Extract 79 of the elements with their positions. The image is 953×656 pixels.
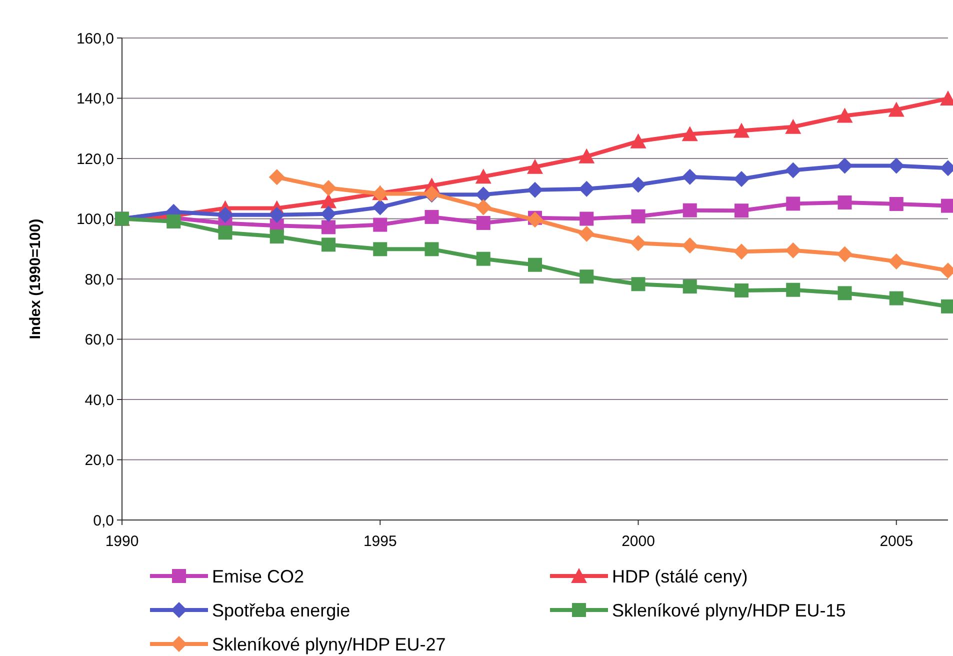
point [578,180,595,197]
point [682,280,697,294]
y-tick-label: 140,0 [76,90,114,108]
legend-label: HDP (stálé ceny) [612,566,748,586]
point [682,238,698,254]
point [270,230,284,244]
y-tick-label: 100,0 [76,211,114,228]
point [218,226,232,240]
point [734,283,748,298]
point [578,148,595,164]
point [734,122,750,138]
point [320,206,336,222]
point [889,196,904,211]
x-tick-label: 1990 [105,533,139,550]
x-tick-label: 1995 [363,533,397,550]
point [527,212,543,228]
x-tick-label: 2000 [622,533,655,550]
point [268,169,285,186]
point [217,206,234,223]
point [786,196,800,211]
point [580,270,594,284]
x-tick-label: 2005 [880,533,914,550]
point [888,254,904,270]
legend-label: Skleníkové plyny/HDP EU-27 [212,634,446,654]
point [734,244,750,260]
point [320,180,336,196]
point [786,282,800,297]
point [424,242,439,256]
point [631,209,646,224]
point [734,170,750,187]
legend-label: Spotřeba energie [212,600,350,620]
point [785,242,802,258]
point [630,176,646,193]
point [322,238,336,252]
point [630,133,646,148]
point [734,204,748,218]
point [888,102,904,117]
y-tick-label: 0,0 [93,512,114,530]
point [373,218,388,232]
point [838,195,852,210]
point [475,168,492,184]
point [682,203,697,218]
point [889,291,904,306]
point [888,158,904,174]
legend-label: Skleníkové plyny/HDP EU-15 [612,600,846,620]
point [630,235,646,252]
point [580,212,594,226]
y-axis-title: Index (1990=100) [27,218,44,340]
point [527,182,543,198]
point [578,226,595,242]
point [166,214,181,228]
point [268,206,285,223]
point [682,168,698,185]
point [631,277,646,292]
point [476,252,490,266]
point [475,199,492,216]
y-tick-label: 80,0 [84,271,114,288]
y-tick-label: 20,0 [84,452,114,469]
point [836,246,853,262]
point [475,186,492,203]
point [836,158,853,174]
point [682,126,698,142]
point [476,216,490,230]
point [373,242,388,256]
y-tick-label: 120,0 [76,150,114,168]
point [372,199,388,216]
y-tick-label: 160,0 [76,30,114,48]
legend-label: Emise CO2 [212,566,304,586]
y-tick-label: 40,0 [84,392,114,409]
point [320,193,336,208]
point [836,108,853,123]
point [785,118,802,134]
point [528,258,542,272]
point [838,286,852,300]
y-tick-label: 60,0 [84,332,114,348]
point [527,158,543,174]
point [322,220,336,234]
point [424,210,439,224]
point [785,162,802,178]
